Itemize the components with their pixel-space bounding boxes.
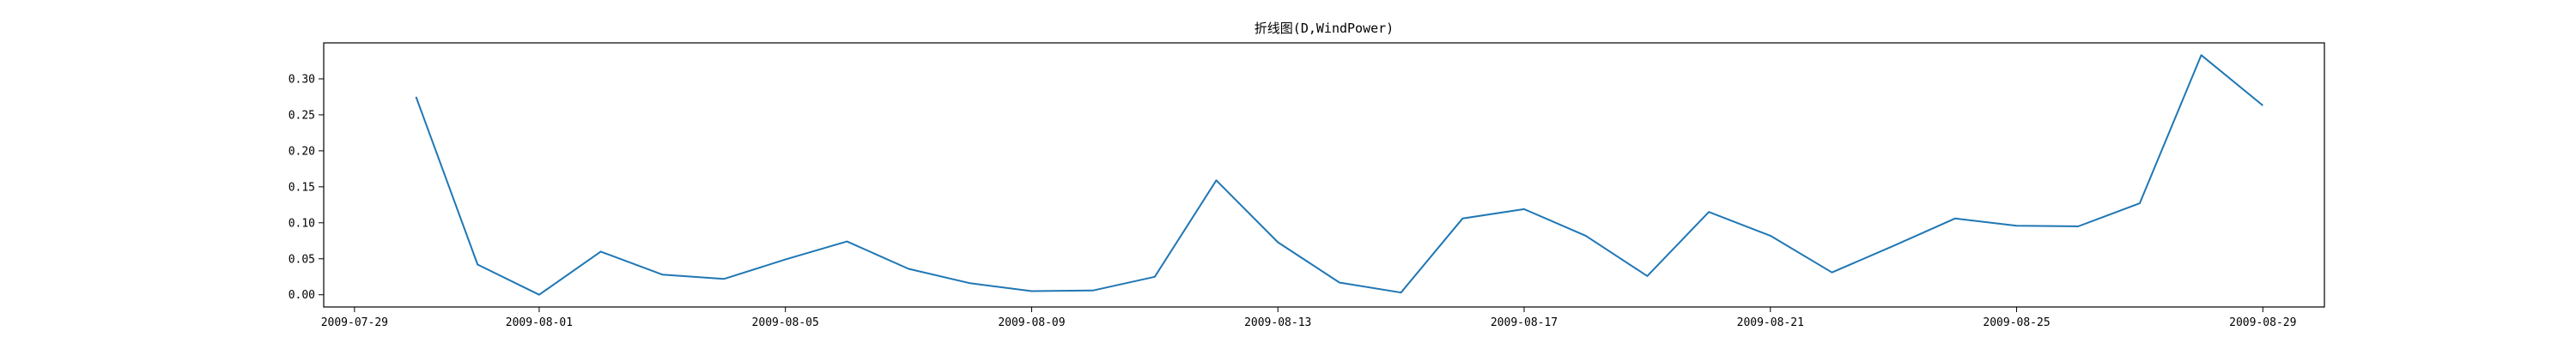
- x-tick-label: 2009-08-05: [752, 316, 819, 329]
- plot-frame: [323, 42, 2325, 308]
- x-tick-label: 2009-08-21: [1737, 316, 1804, 329]
- y-tick-label: 0.20: [289, 145, 315, 158]
- y-tick-label: 0.10: [289, 217, 315, 230]
- x-tick-label: 2009-08-01: [506, 316, 573, 329]
- plot-area: 0.00 0.05 0.10 0.15 0.20 0.25 0.30 2009-07-29 20…: [289, 54, 2296, 329]
- y-tick-label: 0.15: [289, 181, 315, 194]
- x-tick-label: 2009-08-09: [998, 316, 1065, 329]
- y-tick-label: 0.30: [289, 73, 315, 86]
- y-tick-label: 0.00: [289, 289, 315, 302]
- chart-title: 折线图(D,WindPower): [1255, 21, 1394, 36]
- x-tick-label: 2009-08-25: [1983, 316, 2050, 329]
- series-line: [415, 54, 2263, 296]
- x-tick-label: 2009-08-13: [1244, 316, 1311, 329]
- x-tick-label: 2009-07-29: [321, 316, 388, 329]
- x-tick-label: 2009-08-17: [1491, 316, 1558, 329]
- x-tick-label: 2009-08-29: [2229, 316, 2296, 329]
- y-tick-label: 0.25: [289, 109, 315, 122]
- y-tick-label: 0.05: [289, 253, 315, 266]
